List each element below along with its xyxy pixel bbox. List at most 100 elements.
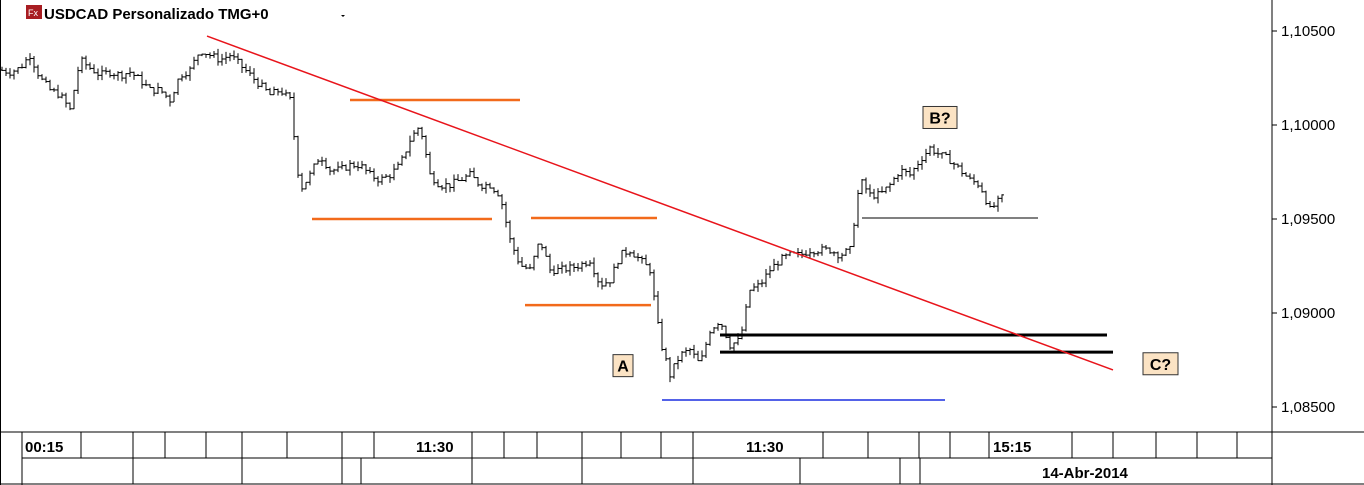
ohlc-bar bbox=[712, 327, 716, 334]
chart-title: USDCAD Personalizado TMG+0 bbox=[44, 6, 269, 23]
ohlc-bar bbox=[716, 322, 720, 331]
ohlc-bar bbox=[964, 171, 968, 177]
ohlc-bar bbox=[328, 166, 332, 176]
ohlc-bar bbox=[48, 79, 52, 91]
ohlc-bar bbox=[188, 66, 192, 81]
ohlc-bar bbox=[608, 282, 612, 288]
ohlc-bar bbox=[664, 347, 668, 362]
ohlc-bar bbox=[472, 167, 476, 179]
ohlc-bar bbox=[464, 173, 468, 183]
ohlc-bar bbox=[84, 55, 88, 70]
ohlc-bar bbox=[360, 160, 364, 170]
ohlc-bar bbox=[40, 74, 44, 81]
ohlc-bar bbox=[192, 56, 196, 70]
ohlc-bar bbox=[844, 248, 848, 256]
y-tick-label: 1,09000 bbox=[1281, 305, 1335, 322]
ohlc-bar bbox=[692, 344, 696, 359]
wave-label-C: C? bbox=[1142, 352, 1179, 376]
ohlc-bar bbox=[580, 261, 584, 272]
caret-down-icon[interactable] bbox=[341, 15, 345, 17]
ohlc-bar bbox=[728, 334, 732, 350]
ohlc-bar bbox=[884, 186, 888, 194]
ohlc-bar bbox=[176, 78, 180, 96]
ohlc-bar bbox=[688, 347, 692, 356]
ohlc-bar bbox=[556, 264, 560, 275]
ohlc-bar bbox=[772, 258, 776, 272]
ohlc-bar bbox=[628, 251, 632, 257]
ohlc-bar bbox=[776, 260, 780, 271]
y-tick-label: 1,10500 bbox=[1281, 23, 1335, 40]
ohlc-bar bbox=[572, 262, 576, 272]
ohlc-bar bbox=[804, 250, 808, 256]
ohlc-bar bbox=[904, 168, 908, 177]
ohlc-bar bbox=[68, 102, 72, 111]
ohlc-bar bbox=[400, 155, 404, 166]
ohlc-bar bbox=[892, 176, 896, 186]
ohlc-bar bbox=[920, 156, 924, 170]
chart-header[interactable]: Fx USDCAD Personalizado TMG+0 bbox=[26, 5, 345, 23]
ohlc-bar bbox=[212, 50, 216, 58]
ohlc-bar bbox=[676, 355, 680, 370]
ohlc-bar bbox=[1000, 194, 1004, 203]
ohlc-bar bbox=[576, 263, 580, 272]
ohlc-bar bbox=[128, 67, 132, 77]
ohlc-bar bbox=[764, 268, 768, 288]
ohlc-bar bbox=[588, 260, 592, 267]
ohlc-bar bbox=[272, 86, 276, 96]
ohlc-bar bbox=[308, 170, 312, 186]
ohlc-bar bbox=[656, 291, 660, 324]
ohlc-bar bbox=[680, 350, 684, 363]
ohlc-bar bbox=[112, 73, 116, 80]
time-axis[interactable]: 00:15 11:30 11:30 15:15 14-Abr-2014 bbox=[25, 432, 1238, 484]
ohlc-bar bbox=[956, 163, 960, 168]
ohlc-bar bbox=[540, 243, 544, 251]
ohlc-bar bbox=[240, 58, 244, 73]
ohlc-bar bbox=[104, 67, 108, 75]
ohlc-bar bbox=[384, 174, 388, 178]
ohlc-bar bbox=[816, 251, 820, 257]
ohlc-bar bbox=[380, 174, 384, 185]
ohlc-bar bbox=[632, 250, 636, 258]
ohlc-bar bbox=[232, 50, 236, 60]
ohlc-bar bbox=[780, 253, 784, 266]
ohlc-bar bbox=[220, 53, 224, 66]
ohlc-bar bbox=[300, 172, 304, 192]
ohlc-bar bbox=[124, 73, 128, 84]
ohlc-bar bbox=[524, 263, 528, 270]
ohlc-bar bbox=[768, 265, 772, 279]
ohlc-bar bbox=[108, 69, 112, 78]
ohlc-bar bbox=[356, 161, 360, 172]
ohlc-bar bbox=[620, 249, 624, 265]
ohlc-bar bbox=[284, 89, 288, 97]
ohlc-bar bbox=[208, 52, 212, 59]
ohlc-bar bbox=[924, 148, 928, 163]
ohlc-bar bbox=[480, 183, 484, 192]
ohlc-bar bbox=[604, 278, 608, 287]
ohlc-bar bbox=[416, 127, 420, 136]
ohlc-bar bbox=[468, 168, 472, 177]
ohlc-bar bbox=[996, 195, 1000, 212]
ohlc-bar bbox=[528, 263, 532, 270]
ohlc-bar bbox=[700, 350, 704, 362]
ohlc-bar bbox=[668, 357, 672, 383]
ohlc-bar bbox=[8, 68, 12, 79]
ohlc-bar bbox=[940, 152, 944, 159]
ohlc-bar bbox=[536, 243, 540, 259]
ohlc-bar bbox=[72, 89, 76, 110]
ohlc-bar bbox=[92, 64, 96, 74]
ohlc-bar bbox=[584, 260, 588, 268]
ohlc-bar bbox=[132, 71, 136, 80]
ohlc-bar bbox=[840, 252, 844, 262]
annotations: A B? C? bbox=[206, 35, 1179, 401]
ohlc-bar bbox=[228, 52, 232, 62]
ohlc-bar bbox=[12, 69, 16, 80]
wave-label-text: C? bbox=[1150, 357, 1171, 374]
ohlc-bar bbox=[476, 176, 480, 187]
ohlc-bar bbox=[800, 249, 804, 259]
ohlc-bar bbox=[312, 163, 316, 176]
ohlc-bar bbox=[756, 279, 760, 292]
time-tick-label: 11:30 bbox=[416, 439, 454, 456]
date-label: 14-Abr-2014 bbox=[1042, 465, 1129, 482]
price-axis[interactable]: 1,10500 1,10000 1,09500 1,09000 1,08500 bbox=[1272, 23, 1335, 416]
